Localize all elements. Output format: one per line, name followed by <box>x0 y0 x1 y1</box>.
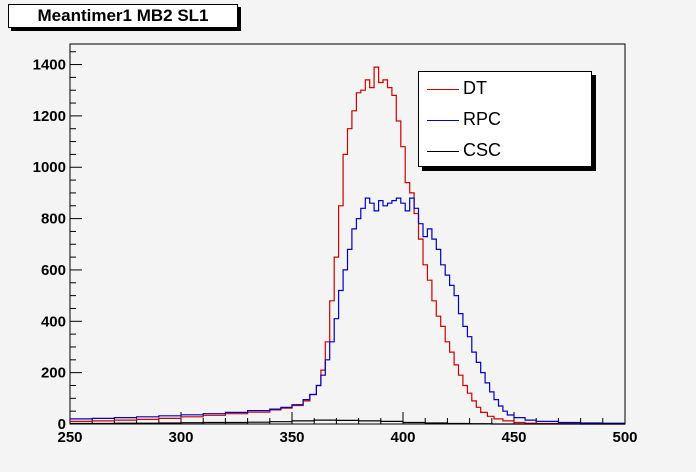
legend: DT RPC CSC <box>418 71 592 167</box>
y-axis: 0 200 400 600 800 1000 1200 1400 <box>33 44 82 433</box>
series-csc-line <box>70 419 625 425</box>
y-tick-label: 1400 <box>33 57 66 74</box>
x-tick-label: 400 <box>390 429 415 446</box>
legend-entry-csc: CSC <box>419 136 591 166</box>
y-tick-label: 600 <box>41 262 66 279</box>
y-tick-label: 1200 <box>33 108 66 125</box>
y-tick-label: 1000 <box>33 159 66 176</box>
x-tick-label: 300 <box>168 429 193 446</box>
series-rpc-line <box>70 197 626 424</box>
y-tick-label: 0 <box>58 416 66 433</box>
legend-entry-rpc: RPC <box>419 105 591 135</box>
legend-swatch-rpc <box>427 120 459 121</box>
x-tick-label: 250 <box>57 429 82 446</box>
legend-label-dt: DT <box>463 78 487 98</box>
x-tick-label: 450 <box>501 429 526 446</box>
legend-swatch-dt <box>427 89 459 90</box>
y-tick-label: 800 <box>41 211 66 228</box>
y-tick-label: 400 <box>41 313 66 330</box>
x-tick-label: 350 <box>279 429 304 446</box>
legend-entry-dt: DT <box>419 74 591 104</box>
series-layer <box>70 66 626 425</box>
x-tick-label: 500 <box>612 429 637 446</box>
legend-label-csc: CSC <box>463 140 502 160</box>
legend-swatch-csc <box>427 151 459 152</box>
x-axis: 250 300 350 400 450 500 <box>57 412 638 446</box>
legend-label-rpc: RPC <box>463 109 502 129</box>
y-tick-label: 200 <box>41 365 66 382</box>
chart-title: Meantimer1 MB2 SL1 <box>8 4 238 28</box>
